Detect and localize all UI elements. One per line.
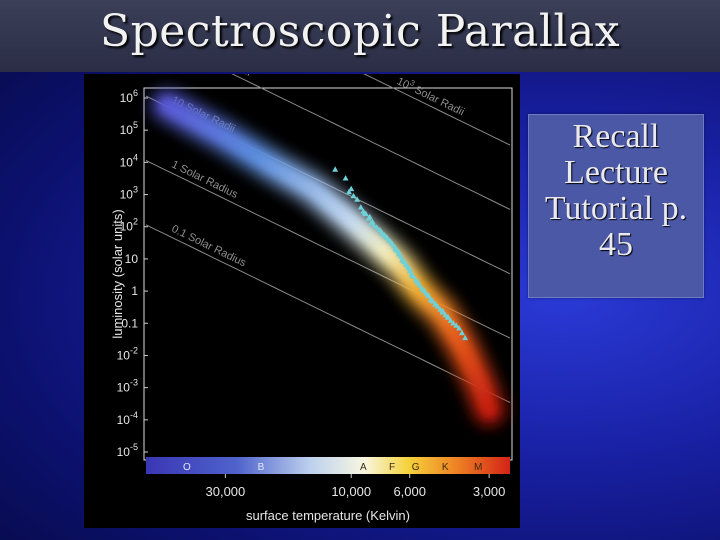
star-point xyxy=(350,192,357,199)
radius-line xyxy=(363,74,511,146)
recall-note-line: Recall xyxy=(572,118,660,155)
star-point xyxy=(395,249,402,255)
star-point xyxy=(459,329,465,336)
y-tick-label: 10-4 xyxy=(117,410,138,427)
star-point xyxy=(447,317,454,323)
star-point xyxy=(392,246,399,252)
y-tick-label: 106 xyxy=(120,88,138,105)
star-point xyxy=(346,188,352,195)
spectral-class-label: F xyxy=(389,462,395,473)
x-axis-label: surface temperature (Kelvin) xyxy=(246,508,410,523)
star-point xyxy=(369,218,376,225)
star-point xyxy=(406,265,413,271)
star-point xyxy=(428,297,435,303)
y-tick-label: 10-2 xyxy=(117,345,138,362)
y-tick-label: 0.1 xyxy=(121,316,138,330)
recall-note-line: Lecture xyxy=(564,154,668,191)
spectral-class-bar xyxy=(146,457,510,474)
star-point xyxy=(403,260,409,267)
star-point xyxy=(420,286,427,292)
star-point xyxy=(414,278,421,284)
recall-note-line: Tutorial p. xyxy=(544,190,688,227)
recall-note-text: Recall Lecture Tutorial p. 45 xyxy=(529,119,703,263)
star-point xyxy=(444,313,451,319)
star-point xyxy=(462,334,469,341)
star-point xyxy=(332,166,339,172)
y-tick-label: 10-5 xyxy=(117,442,138,459)
star-point xyxy=(373,224,380,230)
y-tick-label: 1 xyxy=(131,284,138,298)
star-point xyxy=(366,213,373,220)
radius-line xyxy=(231,74,511,210)
star-point xyxy=(348,185,355,192)
star-point xyxy=(432,301,439,307)
star-point xyxy=(408,272,415,278)
star-point xyxy=(342,175,349,181)
y-tick-label: 102 xyxy=(120,217,138,234)
spectral-class-label: M xyxy=(474,462,482,473)
star-point xyxy=(425,291,432,298)
x-tick-label: 6,000 xyxy=(393,484,426,499)
star-point xyxy=(354,196,361,202)
main-sequence-core xyxy=(160,99,496,417)
star-point xyxy=(361,210,368,216)
y-tick-label: 105 xyxy=(120,120,138,137)
star-point xyxy=(456,325,463,331)
star-point xyxy=(387,238,394,244)
star-point xyxy=(378,228,385,234)
recall-note-box: Recall Lecture Tutorial p. 45 xyxy=(528,114,704,298)
spectral-class-label: K xyxy=(442,462,449,473)
star-point xyxy=(399,255,406,262)
y-tick-label: 104 xyxy=(120,152,138,169)
spectral-class-label: O xyxy=(183,462,191,473)
spectral-class-label: G xyxy=(412,462,420,473)
x-tick-label: 30,000 xyxy=(206,484,246,499)
plot-frame xyxy=(143,87,513,461)
radius-line-label: 102 Solar Radii xyxy=(182,74,255,79)
y-axis-label: luminosity (solar units) xyxy=(110,209,125,338)
y-tick-label: 103 xyxy=(120,185,138,202)
y-tick-label: 10-3 xyxy=(117,378,138,395)
x-tick-label: 10,000 xyxy=(331,484,371,499)
star-point xyxy=(453,322,460,328)
slide-title: Spectroscopic Parallax xyxy=(99,6,621,57)
star-point xyxy=(416,282,423,288)
star-point xyxy=(357,204,364,210)
title-bar xyxy=(0,0,720,72)
star-point xyxy=(439,307,446,314)
spectral-class-label: A xyxy=(360,462,367,473)
recall-note-line: 45 xyxy=(599,226,633,263)
y-tick-label: 10 xyxy=(125,252,139,266)
radius-line xyxy=(145,224,511,403)
star-point xyxy=(450,320,457,326)
star-point xyxy=(382,233,389,239)
spectral-class-label: B xyxy=(258,462,265,473)
star-point xyxy=(370,222,377,228)
x-tick-label: 3,000 xyxy=(473,484,506,499)
